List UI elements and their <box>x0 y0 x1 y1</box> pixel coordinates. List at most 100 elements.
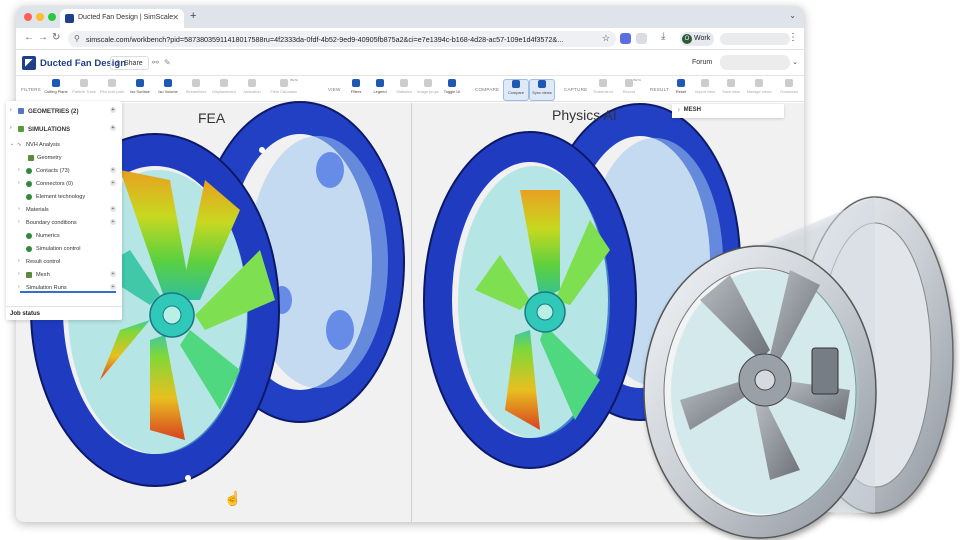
blurred-account-bar <box>720 33 790 45</box>
tree-item[interactable]: › Simulation Runs + <box>18 284 116 291</box>
tree-geometries-row[interactable]: › GEOMETRIES (2) + <box>10 107 116 115</box>
tool-displacement[interactable]: Displacement <box>211 79 237 101</box>
manage-views-icon <box>755 79 763 87</box>
add-material-icon[interactable]: + <box>110 206 116 212</box>
edit-pencil-icon[interactable]: ✎ <box>164 58 171 67</box>
tool-field-calculator[interactable]: BETA Field Calculator <box>270 78 298 94</box>
site-info-icon[interactable]: ⚲ <box>74 34 80 43</box>
tree-item[interactable]: › Result control <box>18 258 61 265</box>
tool-sync-views[interactable]: Sync views <box>529 79 555 101</box>
tree-item[interactable]: › Connectors (0) + <box>18 180 116 187</box>
zoom-window-icon[interactable] <box>48 13 56 21</box>
plot-over-path-icon <box>108 79 116 87</box>
chevron-right-icon: › <box>18 219 20 225</box>
mesh-icon <box>26 272 32 278</box>
tool-plot-over-path[interactable]: Plot over path <box>99 79 125 101</box>
add-simulation-run-icon[interactable]: + <box>110 284 116 290</box>
user-menu-blurred[interactable] <box>720 55 790 70</box>
link-icon[interactable]: ⚯ <box>152 58 159 67</box>
tool-cutting-plane[interactable]: Cutting Plane <box>43 79 69 101</box>
add-mesh-icon[interactable]: + <box>110 271 116 277</box>
extension-icon[interactable] <box>620 33 631 44</box>
forward-icon[interactable]: → <box>38 32 48 43</box>
close-window-icon[interactable] <box>24 13 32 21</box>
tree-item[interactable]: Numerics <box>6 230 122 242</box>
check-circle-icon <box>26 233 32 239</box>
extensions-puzzle-icon[interactable] <box>636 33 647 44</box>
tool-filters[interactable]: Filters <box>343 79 369 101</box>
tree-item[interactable]: › Contacts (73) + <box>18 167 116 174</box>
tree-item[interactable]: Geometry <box>6 152 122 164</box>
tree-simulations-row[interactable]: › SIMULATIONS + <box>10 125 116 133</box>
compare-divider[interactable] <box>411 103 412 522</box>
share-label: Share <box>124 60 143 67</box>
tree-item[interactable]: › Mesh + <box>18 271 116 278</box>
add-connector-icon[interactable]: + <box>110 180 116 186</box>
download-result-icon <box>785 79 793 87</box>
tool-iso-volume[interactable]: Iso Volume <box>155 79 181 101</box>
browser-menu-icon[interactable]: ⋮ <box>788 32 798 43</box>
share-button[interactable]: ⇪ Share <box>110 56 149 70</box>
cutting-plane-icon <box>52 79 60 87</box>
tool-toggle-ui[interactable]: Toggle UI <box>439 79 465 101</box>
tool-image-props[interactable]: Image props <box>415 79 441 101</box>
tool-download[interactable]: Download <box>776 79 802 101</box>
post-processing-toolbar: FILTERS Cutting Plane Particle Trace Plo… <box>16 76 804 102</box>
tool-record[interactable]: BETA Record <box>622 78 641 94</box>
chevron-right-icon: › <box>18 258 20 264</box>
download-icon[interactable]: ⤓ <box>661 31 666 42</box>
capture-group-label: CAPTURE <box>564 87 588 92</box>
minimize-window-icon[interactable] <box>36 13 44 21</box>
add-simulation-icon[interactable]: + <box>110 125 116 131</box>
tree-item[interactable]: › Materials + <box>18 206 116 213</box>
geometry-node-icon <box>28 155 34 161</box>
tree-item[interactable]: ⌄ ∿ NVH Analysis <box>10 141 60 148</box>
check-circle-icon <box>26 168 32 174</box>
profile-label: Work <box>694 35 711 42</box>
tool-particle-trace[interactable]: Particle Trace <box>71 79 97 101</box>
tool-iso-surface[interactable]: Iso Surface <box>127 79 153 101</box>
chevron-down-icon: ⌄ <box>10 141 15 147</box>
profile-chip[interactable]: O Work <box>680 32 714 46</box>
forum-link[interactable]: Forum <box>692 59 713 66</box>
job-status-bar[interactable]: Job status <box>6 306 122 320</box>
tool-reset[interactable]: Reset <box>668 79 694 101</box>
mesh-panel[interactable]: › MESH <box>672 104 784 118</box>
user-menu-chevron-icon[interactable]: ⌄ <box>792 59 798 66</box>
tree-item[interactable]: Simulation control <box>6 243 122 255</box>
compare-icon <box>512 80 520 88</box>
tool-screenshot[interactable]: Screenshot <box>590 79 616 101</box>
fea-view-title: FEA <box>198 110 226 126</box>
tree-item[interactable]: Element technology <box>6 191 122 203</box>
physics-ai-fan-model[interactable] <box>423 103 741 469</box>
back-icon[interactable]: ← <box>24 32 34 43</box>
hand-cursor-icon: ☝ <box>224 490 242 506</box>
tool-manage-views[interactable]: Manage views <box>744 79 774 101</box>
browser-tab[interactable]: Ducted Fan Design | SimScale ✕ <box>60 9 184 28</box>
chevron-right-icon: › <box>18 284 20 290</box>
tool-legend[interactable]: Legend <box>367 79 393 101</box>
add-contact-icon[interactable]: + <box>110 167 116 173</box>
simscale-logo[interactable] <box>22 56 36 70</box>
reload-icon[interactable]: ↻ <box>52 32 61 43</box>
browser-tab-title: Ducted Fan Design | SimScale <box>78 14 174 21</box>
simulations-icon <box>18 126 24 132</box>
tool-import-view[interactable]: Import view <box>692 79 718 101</box>
add-geometry-icon[interactable]: + <box>110 107 116 113</box>
url-field[interactable]: ⚲ simscale.com/workbench?pid=58738035911… <box>68 31 616 47</box>
close-tab-icon[interactable]: ✕ <box>172 13 179 22</box>
field-calculator-icon <box>280 79 288 87</box>
tool-compare[interactable]: Compare <box>503 79 529 101</box>
new-tab-icon[interactable]: + <box>190 10 197 22</box>
add-boundary-condition-icon[interactable]: + <box>110 219 116 225</box>
tool-animation[interactable]: Animation <box>239 79 265 101</box>
tool-statistics[interactable]: Statistics <box>391 79 417 101</box>
tree-item[interactable]: › Boundary conditions + <box>18 219 116 226</box>
bookmark-star-icon[interactable]: ☆ <box>601 33 610 43</box>
tool-streamlines[interactable]: Streamlines <box>183 79 209 101</box>
tool-save-view[interactable]: Save view <box>718 79 744 101</box>
chevron-right-icon: › <box>10 125 12 131</box>
compare-group-label: COMPARE <box>475 87 500 92</box>
tab-list-chevron-icon[interactable]: ⌄ <box>789 11 796 20</box>
check-circle-icon <box>26 194 32 200</box>
